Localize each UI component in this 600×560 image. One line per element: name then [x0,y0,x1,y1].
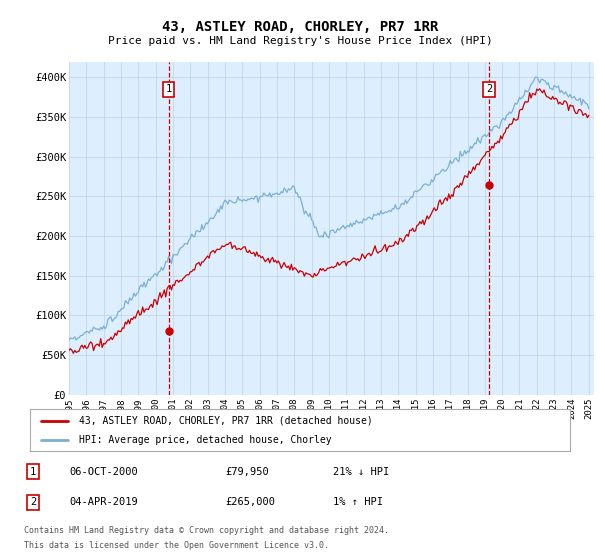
Text: 2: 2 [486,85,492,95]
Text: Contains HM Land Registry data © Crown copyright and database right 2024.: Contains HM Land Registry data © Crown c… [24,526,389,535]
Text: £265,000: £265,000 [225,497,275,507]
Text: 1: 1 [166,85,172,95]
Text: 1% ↑ HPI: 1% ↑ HPI [333,497,383,507]
Text: 1: 1 [30,466,36,477]
Text: 06-OCT-2000: 06-OCT-2000 [69,466,138,477]
Text: 04-APR-2019: 04-APR-2019 [69,497,138,507]
Text: 2: 2 [30,497,36,507]
Text: 21% ↓ HPI: 21% ↓ HPI [333,466,389,477]
Text: 43, ASTLEY ROAD, CHORLEY, PR7 1RR (detached house): 43, ASTLEY ROAD, CHORLEY, PR7 1RR (detac… [79,416,373,426]
Text: £79,950: £79,950 [225,466,269,477]
Text: Price paid vs. HM Land Registry's House Price Index (HPI): Price paid vs. HM Land Registry's House … [107,36,493,46]
Text: 43, ASTLEY ROAD, CHORLEY, PR7 1RR: 43, ASTLEY ROAD, CHORLEY, PR7 1RR [162,20,438,34]
Text: This data is licensed under the Open Government Licence v3.0.: This data is licensed under the Open Gov… [24,541,329,550]
Text: HPI: Average price, detached house, Chorley: HPI: Average price, detached house, Chor… [79,435,331,445]
